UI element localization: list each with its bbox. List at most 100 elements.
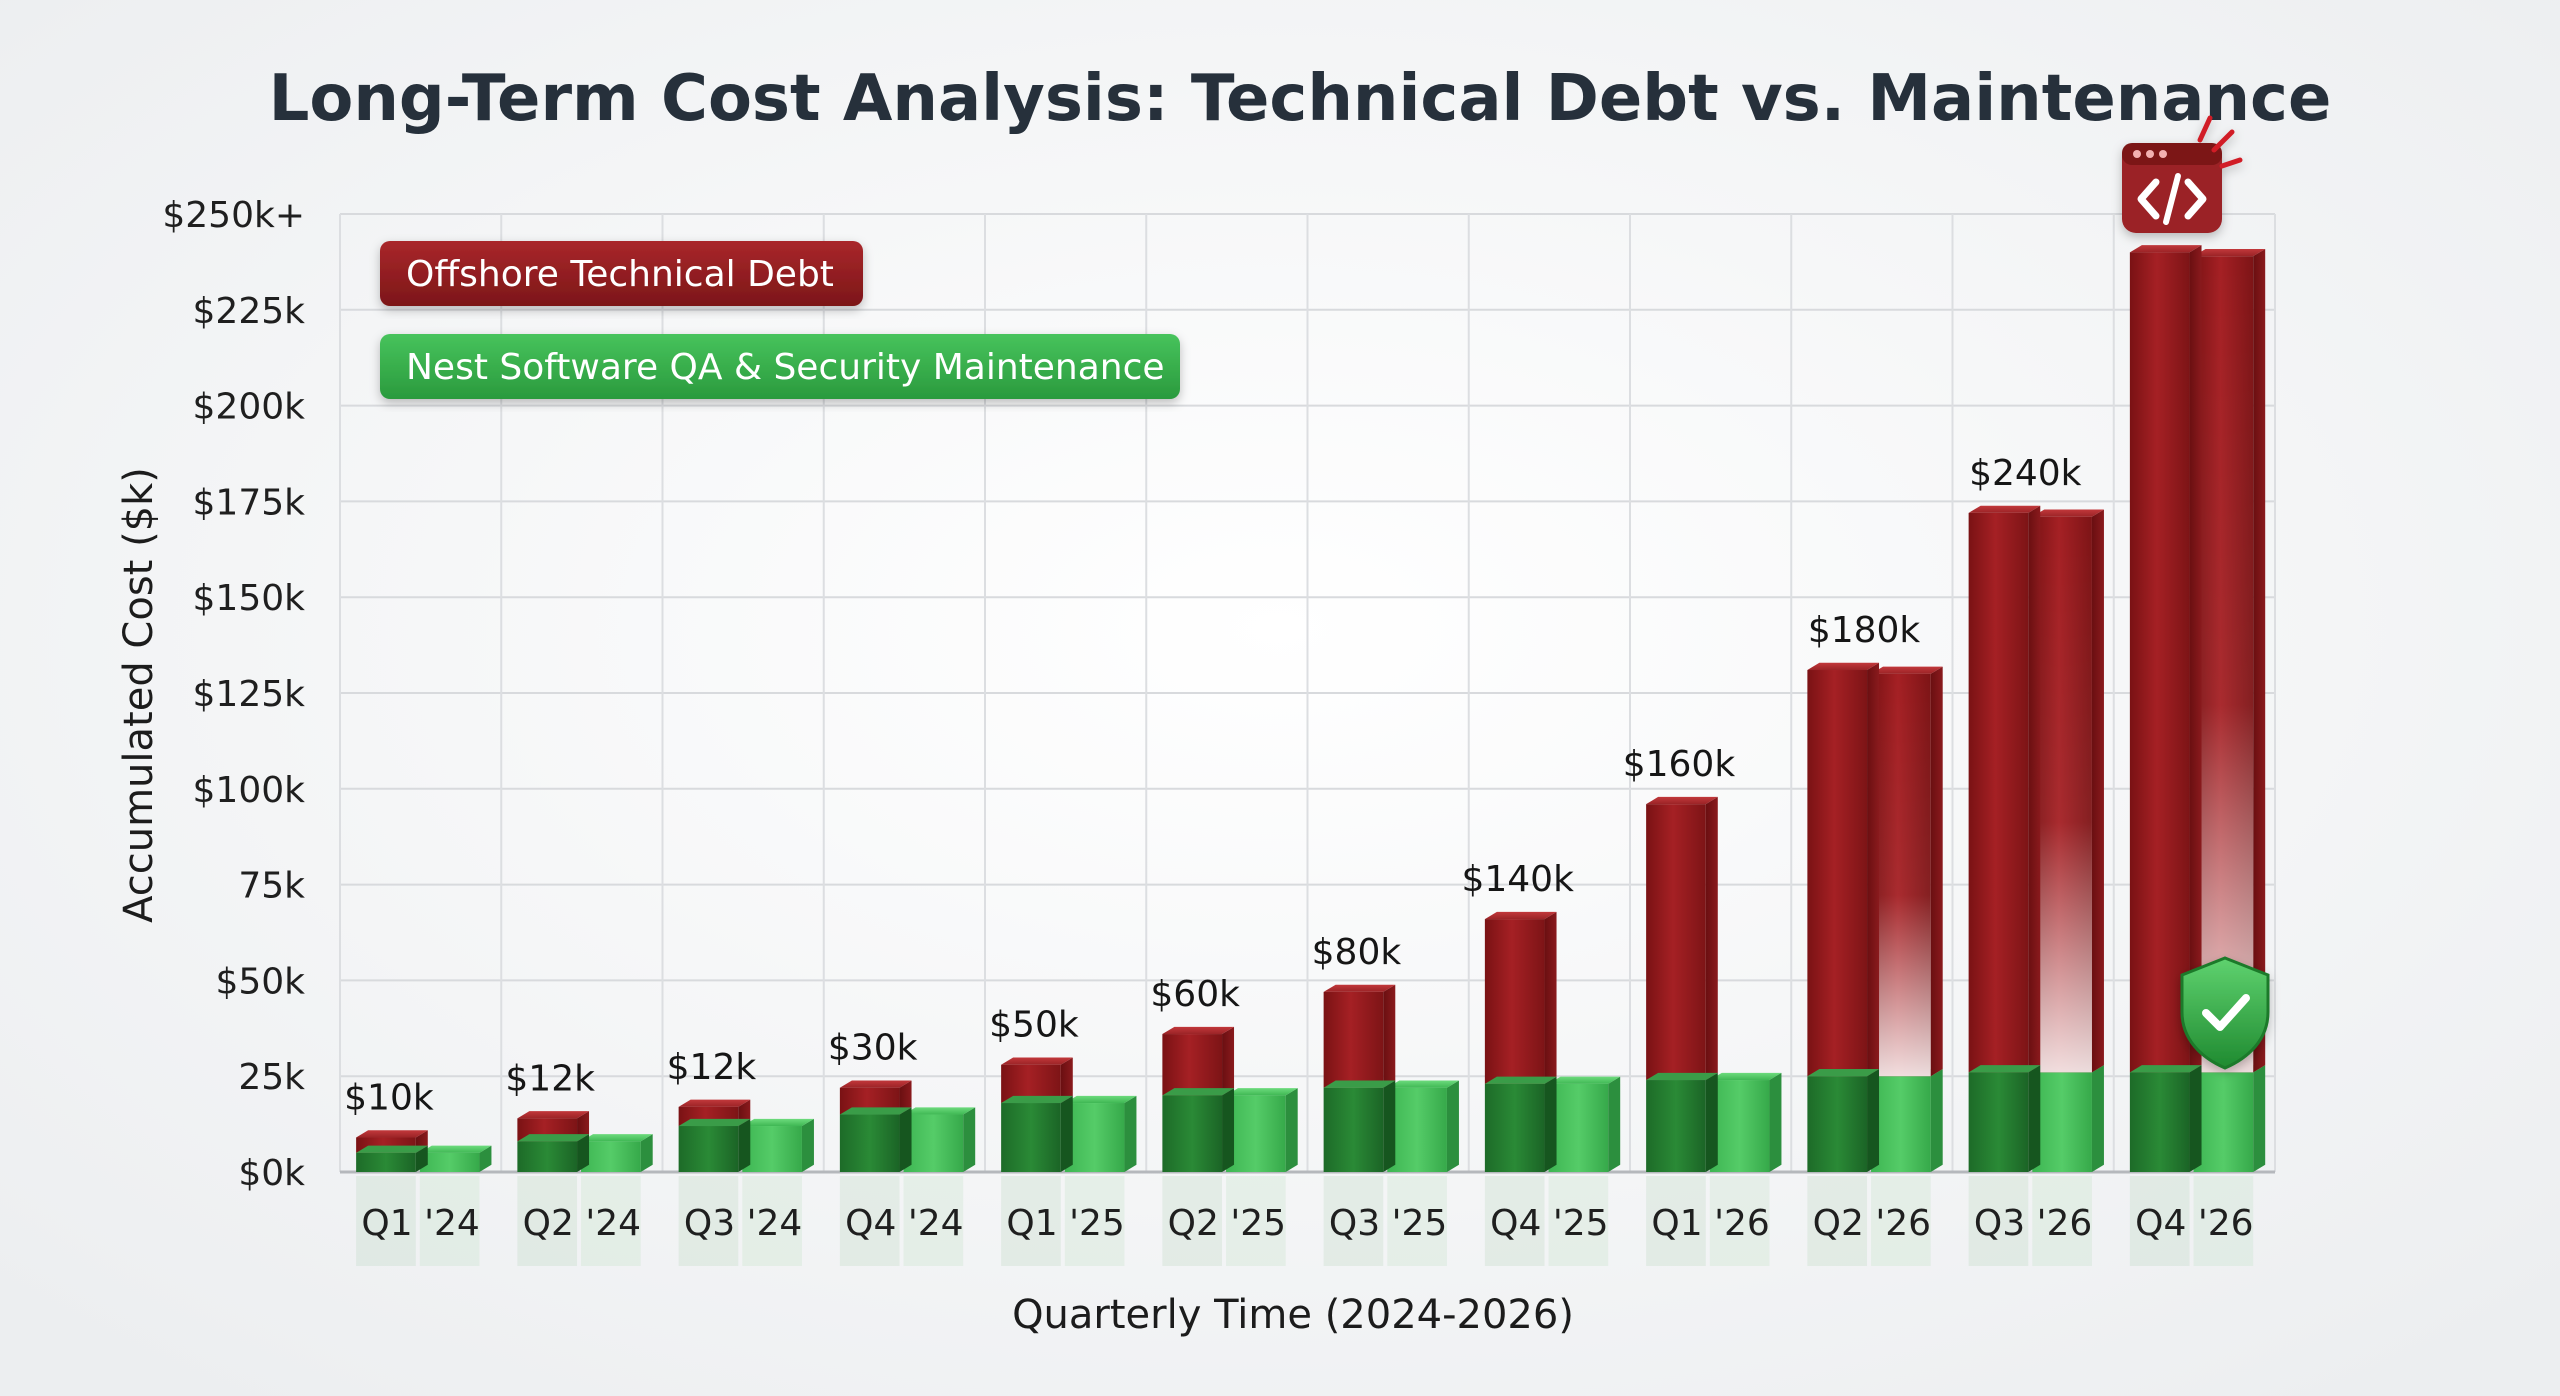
maintenance-stack-bar-side [1383, 1080, 1396, 1172]
maintenance-stack-bar-top [2129, 1065, 2202, 1073]
maintenance-stack-bar-top [1001, 1095, 1073, 1104]
maintenance-bar-side [479, 1145, 492, 1172]
maintenance-bar-side [640, 1134, 653, 1172]
maintenance-bar-front [1064, 1103, 1125, 1172]
maintenance-stack-bar-front [678, 1126, 739, 1172]
maintenance-bar-top [1709, 1072, 1782, 1081]
technical-debt-bar-top [839, 1080, 912, 1088]
technical-debt-bar-front [1968, 512, 2029, 1073]
technical-debt-bar-top [678, 1099, 751, 1107]
bar-reflection [1323, 1176, 1384, 1266]
y-tick-label: $50k [215, 961, 305, 1002]
x-axis-label: Quarterly Time (2024-2026) [1012, 1292, 1574, 1338]
x-tick-label: Q4 '25 [1490, 1203, 1608, 1244]
maintenance-stack-bar-front [1001, 1103, 1061, 1172]
technical-debt-fade [2032, 516, 2092, 1073]
legend: Offshore Technical Debt Nest Software QA… [380, 241, 1180, 399]
legend-label-technical-debt: Offshore Technical Debt [406, 254, 834, 295]
bar-reflection [2193, 1176, 2254, 1266]
y-tick-label: $0k [238, 1153, 305, 1194]
maintenance-bar [1226, 1088, 1298, 1172]
maintenance-bar-top [742, 1118, 814, 1127]
maintenance-bar-side [2091, 1065, 2104, 1172]
maintenance-bar-front [1387, 1087, 1447, 1172]
maintenance-bar-front [2032, 1072, 2092, 1172]
data-label: $60k [1150, 974, 1240, 1015]
bar-reflection [1064, 1176, 1125, 1266]
technical-debt-bar-top [1646, 796, 1718, 805]
technical-debt-bar-back-top [1871, 666, 1943, 674]
data-label: $30k [828, 1028, 918, 1069]
maintenance-bar-front [2193, 1072, 2254, 1172]
maintenance-bar [2193, 1065, 2266, 1172]
maintenance-stack-bar [678, 1118, 751, 1172]
bar-reflection [581, 1176, 641, 1266]
maintenance-stack-bar-front [1162, 1095, 1223, 1172]
technical-debt-bar-side [1544, 911, 1557, 1084]
data-labels: $10k $12k $12k $30k $50k $60k $80k $140k $160k $1… [344, 453, 2082, 1119]
code-window-icon [2122, 115, 2243, 233]
maintenance-bar [1064, 1095, 1137, 1172]
bar-reflection [1387, 1176, 1447, 1266]
y-tick-label: 75k [238, 866, 305, 907]
data-label: $12k [667, 1047, 757, 1088]
y-axis-label: Accumulated Cost ($k) [116, 467, 162, 923]
maintenance-bar-front [1709, 1080, 1770, 1172]
technical-debt-bar [1323, 984, 1396, 1088]
maintenance-bar-front [742, 1126, 802, 1172]
maintenance-stack-bar-side [738, 1118, 751, 1172]
legend-item-technical-debt: Offshore Technical Debt [380, 241, 863, 306]
technical-debt-bar-top [356, 1130, 428, 1138]
x-tick-label: Q1 '26 [1651, 1203, 1769, 1244]
maintenance-stack-bar-side [577, 1134, 590, 1172]
technical-debt-bar [1484, 911, 1557, 1084]
maintenance-stack-bar-front [2129, 1072, 2190, 1172]
maintenance-stack-bar-side [2189, 1065, 2202, 1172]
technical-debt-bar-top [1807, 662, 1880, 671]
maintenance-stack-bar [1807, 1069, 1880, 1172]
technical-debt-fade [2193, 256, 2254, 1073]
maintenance-bar-top [1548, 1076, 1621, 1084]
maintenance-stack-bar-top [1807, 1069, 1880, 1077]
bar-reflection [1709, 1176, 1770, 1266]
maintenance-stack-bar-side [1060, 1095, 1073, 1172]
y-tick-label: $150k [193, 578, 306, 619]
data-label: $180k [1808, 610, 1921, 651]
bar-reflection [1548, 1176, 1609, 1266]
maintenance-bar [1548, 1076, 1621, 1172]
bar-reflection [1968, 1176, 2029, 1266]
maintenance-bar-top [903, 1107, 976, 1115]
data-label: $50k [989, 1005, 1079, 1046]
maintenance-stack-bar [1646, 1072, 1718, 1172]
maintenance-stack-bar-front [517, 1141, 578, 1172]
maintenance-stack-bar-side [2028, 1065, 2041, 1172]
maintenance-bar [1387, 1080, 1459, 1172]
technical-debt-bar [1001, 1057, 1073, 1104]
maintenance-stack-bar-top [1968, 1065, 2041, 1073]
technical-debt-bar-side [1867, 662, 1880, 1077]
y-tick-label: $200k [193, 387, 306, 428]
technical-debt-bar-side [899, 1080, 912, 1115]
bar-reflection [1871, 1176, 1931, 1266]
maintenance-stack-bar [356, 1145, 428, 1172]
y-tick-label: $125k [193, 674, 306, 715]
bar-reflection [903, 1176, 964, 1266]
maintenance-bar-side [1930, 1069, 1943, 1172]
technical-debt-bar-side [1383, 984, 1396, 1088]
bar-reflection [517, 1176, 578, 1266]
maintenance-stack-bar-top [678, 1118, 751, 1127]
maintenance-bar-top [1064, 1095, 1137, 1104]
maintenance-bar-top [1226, 1088, 1298, 1096]
technical-debt-bar-top [1162, 1026, 1235, 1035]
bar-reflection [1646, 1176, 1706, 1266]
technical-debt-fade [1871, 673, 1931, 1077]
technical-debt-bar-back-side [1930, 666, 1943, 1077]
maintenance-bar-front [581, 1141, 641, 1172]
technical-debt-bar [1807, 662, 1880, 1077]
technical-debt-bar-side [1060, 1057, 1073, 1104]
maintenance-stack-bar [1162, 1088, 1235, 1172]
bar-reflection [1162, 1176, 1223, 1266]
bars [356, 245, 2266, 1172]
technical-debt-bar-side [2189, 245, 2202, 1073]
